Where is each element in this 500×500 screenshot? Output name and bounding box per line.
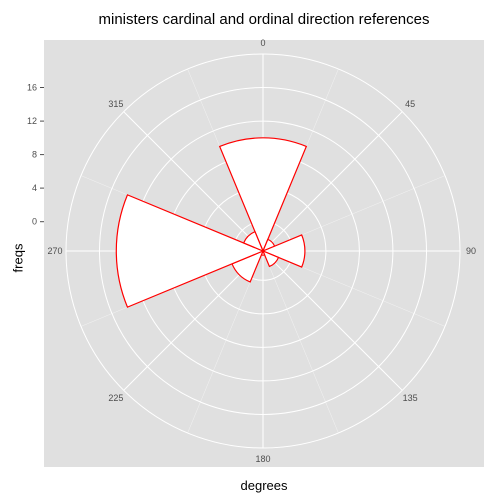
chart-title: ministers cardinal and ordinal direction… (98, 11, 430, 28)
theta-tick-label-45: 45 (405, 99, 415, 109)
r-tick-label-16: 16 (27, 83, 37, 93)
theta-grid-line-45 (262, 111, 403, 252)
theta-tick-label-315: 315 (108, 99, 123, 109)
theta-grid-line-135 (262, 250, 403, 391)
bar-0 (218, 137, 308, 253)
theta-tick-label-0: 0 (260, 38, 265, 48)
x-axis-title: degrees (240, 478, 288, 493)
bar-270 (115, 194, 265, 308)
r-grid-circle-16 (99, 87, 427, 415)
theta-tick-label-225: 225 (108, 393, 123, 403)
theta-tick-label-90: 90 (466, 246, 476, 256)
r-tick-label-8: 8 (32, 150, 37, 160)
theta-tick-label-270: 270 (47, 246, 62, 256)
r-tick-label-12: 12 (27, 116, 37, 126)
bar-layer (115, 137, 308, 308)
r-tick-label-0: 0 (32, 217, 37, 227)
theta-tick-label-180: 180 (255, 454, 270, 464)
r-tick-label-4: 4 (32, 183, 37, 193)
bar-315 (242, 230, 265, 253)
theta-tick-label-135: 135 (403, 393, 418, 403)
r-grid-circle-outer (65, 53, 461, 449)
theta-grid-line-315 (123, 111, 264, 252)
bar-90 (261, 234, 306, 268)
bar-135 (261, 249, 280, 268)
theta-tick-labels: 0 45 90 135 180 225 270 315 (47, 38, 476, 464)
r-tick-labels: 0 4 8 12 16 (27, 83, 44, 227)
theta-minor-grid-line (262, 250, 339, 434)
